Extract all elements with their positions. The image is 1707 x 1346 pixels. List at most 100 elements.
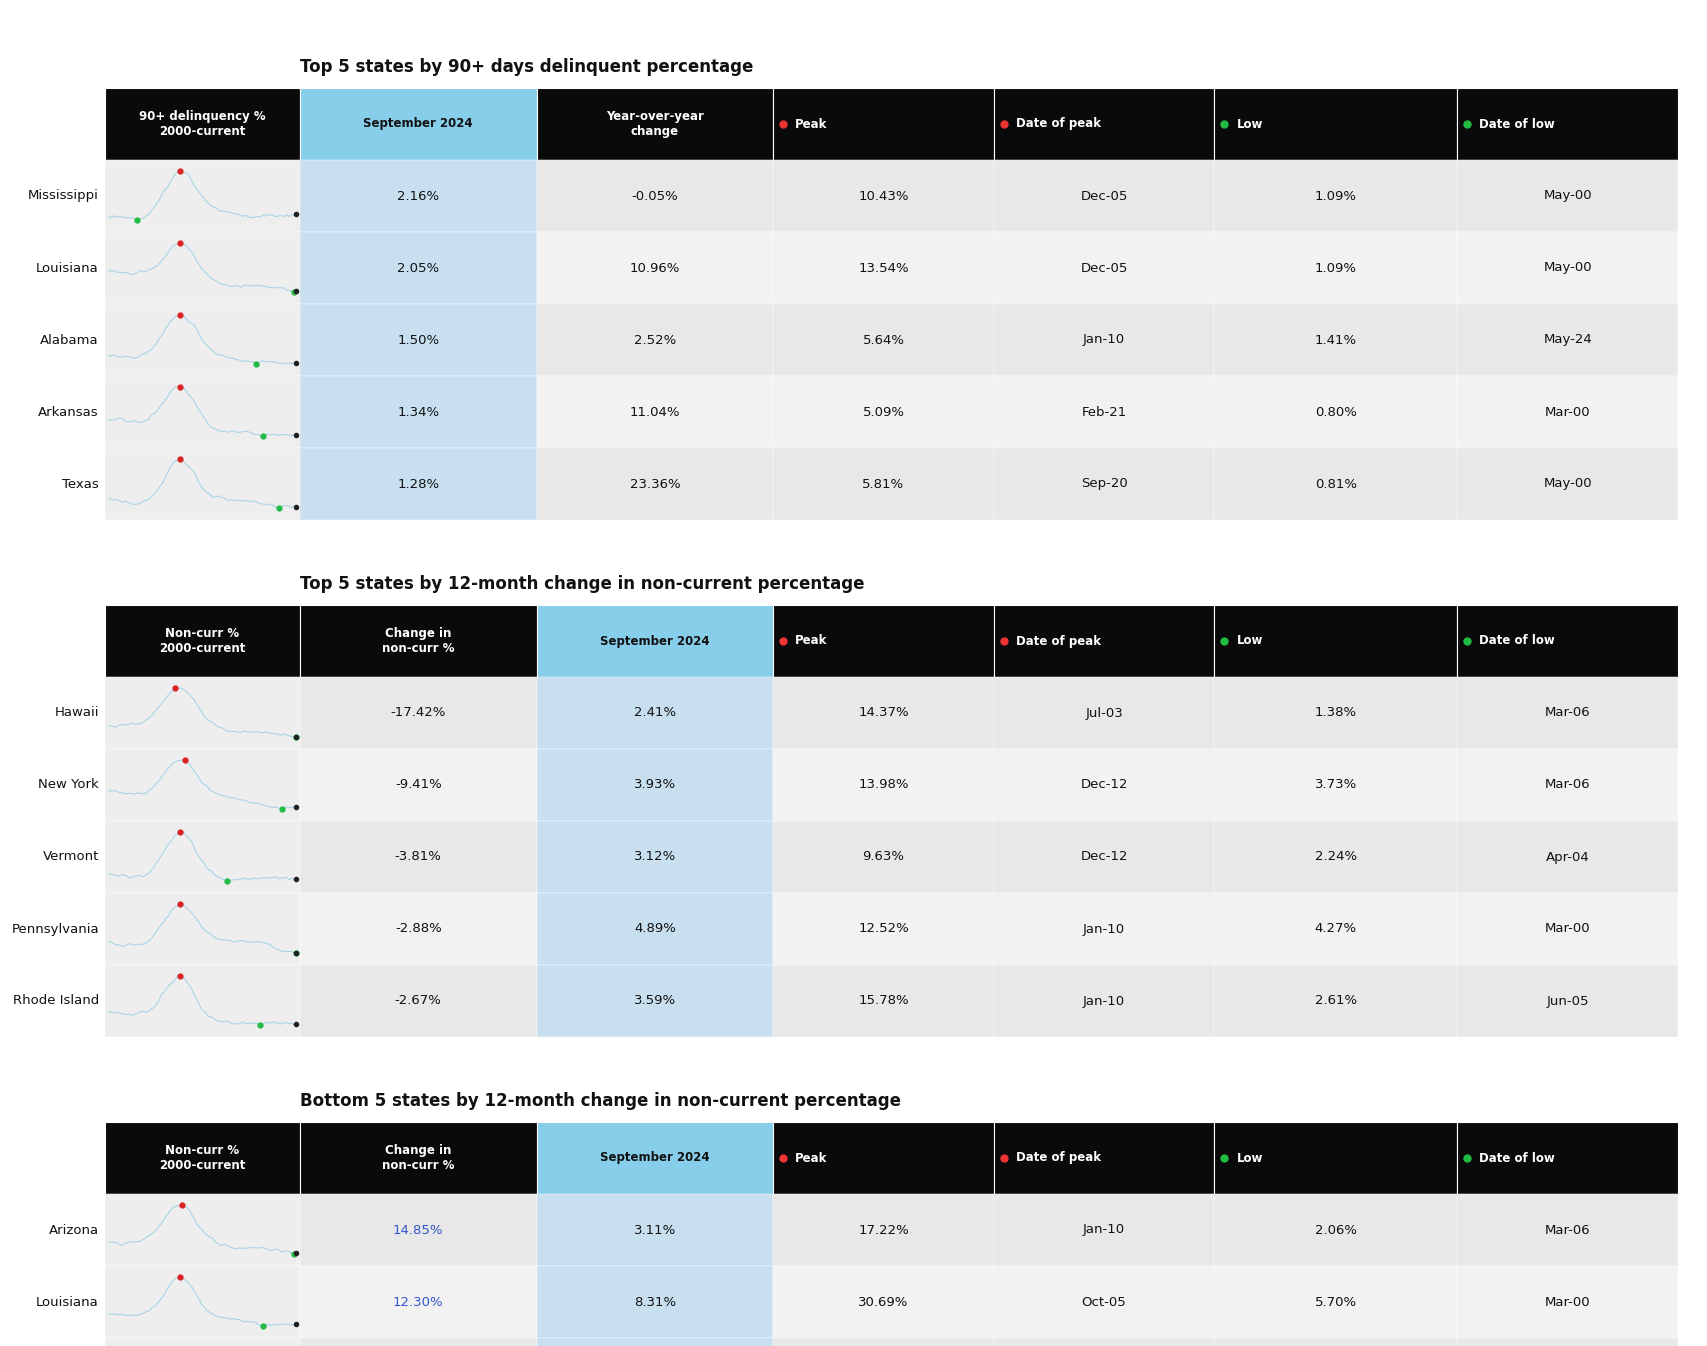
Bar [1456, 965, 1676, 1036]
Bar [993, 376, 1214, 448]
Bar [300, 1338, 536, 1346]
Text: Mar-06: Mar-06 [1543, 1224, 1589, 1237]
Text: 8.31%: 8.31% [633, 1295, 676, 1308]
Text: Low: Low [1236, 634, 1261, 647]
Bar [300, 304, 536, 376]
Bar [536, 232, 773, 304]
Text: Date of peak: Date of peak [1016, 634, 1099, 647]
Text: 3.59%: 3.59% [633, 995, 676, 1008]
Text: Rhode Island: Rhode Island [12, 995, 99, 1008]
Bar [104, 892, 300, 965]
Text: Peak: Peak [795, 1151, 828, 1164]
Bar [300, 677, 536, 748]
Text: 13.54%: 13.54% [857, 261, 908, 275]
Bar [104, 1194, 300, 1267]
Bar [1456, 1338, 1676, 1346]
Bar [773, 748, 993, 821]
Text: 10.43%: 10.43% [857, 190, 908, 202]
Bar [993, 304, 1214, 376]
Bar [1214, 376, 1456, 448]
Bar [773, 376, 993, 448]
Text: Pennsylvania: Pennsylvania [12, 922, 99, 935]
Text: Non-curr %
2000-current: Non-curr % 2000-current [159, 627, 246, 656]
Bar [1456, 677, 1676, 748]
Text: 5.81%: 5.81% [862, 478, 905, 490]
Bar [993, 965, 1214, 1036]
Bar [993, 1338, 1214, 1346]
Text: 2.06%: 2.06% [1314, 1224, 1355, 1237]
Bar [993, 87, 1214, 160]
Text: 1.34%: 1.34% [398, 405, 439, 419]
Bar [536, 748, 773, 821]
Text: Dec-12: Dec-12 [1081, 778, 1127, 791]
Text: Louisiana: Louisiana [36, 261, 99, 275]
Text: Hawaii: Hawaii [55, 707, 99, 720]
Bar [536, 604, 773, 677]
Text: Sep-20: Sep-20 [1081, 478, 1127, 490]
Text: Louisiana: Louisiana [36, 1295, 99, 1308]
Text: 0.81%: 0.81% [1314, 478, 1355, 490]
Text: Peak: Peak [795, 634, 828, 647]
Bar [993, 748, 1214, 821]
Text: Bottom 5 states by 12-month change in non-current percentage: Bottom 5 states by 12-month change in no… [300, 1092, 901, 1110]
Bar [536, 1194, 773, 1267]
Text: 90+ delinquency %
2000-current: 90+ delinquency % 2000-current [138, 110, 266, 139]
Text: Jan-10: Jan-10 [1082, 1224, 1125, 1237]
Bar [773, 232, 993, 304]
Text: Date of peak: Date of peak [1016, 1151, 1099, 1164]
Text: Mar-06: Mar-06 [1543, 778, 1589, 791]
Bar [300, 965, 536, 1036]
Text: -3.81%: -3.81% [394, 851, 442, 864]
Bar [536, 448, 773, 520]
Text: 1.38%: 1.38% [1314, 707, 1355, 720]
Bar [536, 87, 773, 160]
Bar [1214, 1123, 1456, 1194]
Text: Dec-05: Dec-05 [1081, 190, 1127, 202]
Bar [1456, 87, 1676, 160]
Bar [1214, 821, 1456, 892]
Text: 4.27%: 4.27% [1314, 922, 1355, 935]
Bar [104, 604, 300, 677]
Bar [1214, 604, 1456, 677]
Text: Apr-04: Apr-04 [1545, 851, 1589, 864]
Bar [993, 892, 1214, 965]
Text: 13.98%: 13.98% [857, 778, 908, 791]
Text: Date of peak: Date of peak [1016, 117, 1099, 131]
Bar [300, 604, 536, 677]
Text: Date of low: Date of low [1478, 1151, 1555, 1164]
Bar [993, 604, 1214, 677]
Text: 1.28%: 1.28% [398, 478, 439, 490]
Bar [1456, 1123, 1676, 1194]
Text: 14.37%: 14.37% [857, 707, 908, 720]
Bar [300, 892, 536, 965]
Bar [1214, 87, 1456, 160]
Bar [536, 821, 773, 892]
Text: 11.04%: 11.04% [630, 405, 679, 419]
Text: September 2024: September 2024 [599, 1151, 710, 1164]
Text: May-00: May-00 [1543, 261, 1591, 275]
Text: Year-over-year
change: Year-over-year change [606, 110, 703, 139]
Bar [1456, 1194, 1676, 1267]
Bar [1456, 892, 1676, 965]
Text: 3.11%: 3.11% [633, 1224, 676, 1237]
Text: 5.09%: 5.09% [862, 405, 905, 419]
Text: Arizona: Arizona [50, 1224, 99, 1237]
Bar [536, 1123, 773, 1194]
Text: Jul-03: Jul-03 [1084, 707, 1121, 720]
Text: 3.73%: 3.73% [1314, 778, 1357, 791]
Text: Dec-05: Dec-05 [1081, 261, 1127, 275]
Text: Top 5 states by 12-month change in non-current percentage: Top 5 states by 12-month change in non-c… [300, 575, 864, 594]
Text: 2.16%: 2.16% [398, 190, 439, 202]
Bar [773, 448, 993, 520]
Bar [1214, 748, 1456, 821]
Bar [300, 160, 536, 232]
Text: Mar-00: Mar-00 [1543, 405, 1589, 419]
Text: Mar-00: Mar-00 [1543, 922, 1589, 935]
Text: 10.96%: 10.96% [630, 261, 679, 275]
Text: -17.42%: -17.42% [391, 707, 446, 720]
Text: Texas: Texas [61, 478, 99, 490]
Text: 12.30%: 12.30% [393, 1295, 444, 1308]
Text: Top 5 states by 90+ days delinquent percentage: Top 5 states by 90+ days delinquent perc… [300, 58, 753, 75]
Text: Mississippi: Mississippi [27, 190, 99, 202]
Text: Date of low: Date of low [1478, 117, 1555, 131]
